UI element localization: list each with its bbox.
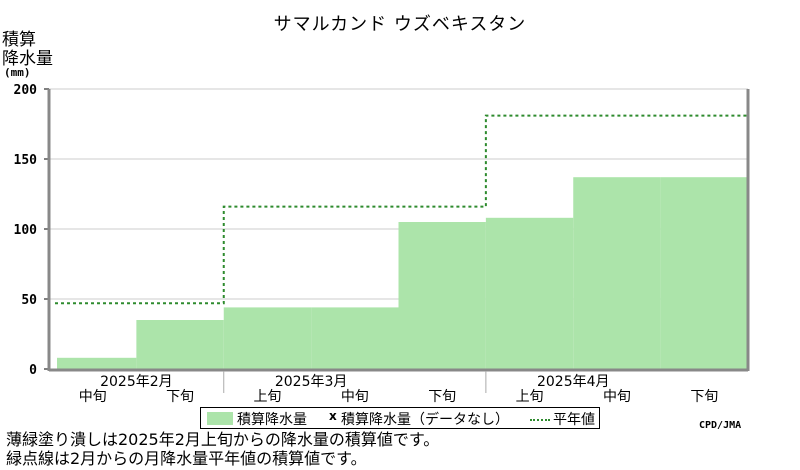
legend-missing-marker: x — [329, 409, 337, 423]
legend-bar-swatch — [207, 412, 233, 425]
y-tick-label: 150 — [14, 153, 38, 168]
y-axis-unit: (mm) — [4, 66, 31, 79]
bar — [136, 320, 224, 369]
credit-label: CPD/JMA — [699, 420, 742, 431]
y-axis-label-line1: 積算 — [2, 30, 36, 50]
legend-normal-label: 平年値 — [553, 412, 595, 428]
bar — [398, 222, 486, 369]
legend: 積算降水量 x 積算降水量（データなし） 平年値 — [200, 407, 600, 429]
bar — [57, 357, 137, 369]
bar — [485, 217, 574, 369]
y-tick-label: 50 — [21, 293, 37, 308]
x-tick-label: 上旬 — [253, 389, 281, 405]
y-axis-label-line2: 降水量 — [2, 49, 53, 69]
legend-normal-swatch — [530, 419, 550, 421]
axes — [44, 88, 750, 393]
normal-step-line — [55, 114, 748, 305]
x-tick-label: 中旬 — [79, 389, 107, 405]
chart-title: サマルカンド ウズベキスタン — [273, 14, 527, 35]
x-tick-label: 下旬 — [166, 389, 194, 405]
x-tick-label: 下旬 — [428, 389, 456, 405]
note-line-1: 薄緑塗り潰しは2025年2月上旬からの降水量の積算値です。 — [6, 430, 440, 449]
bar — [660, 177, 748, 369]
bar — [311, 307, 399, 369]
legend-missing-label: 積算降水量（データなし） — [341, 412, 509, 428]
note-line-2: 緑点線は2月からの月降水量平年値の積算値です。 — [6, 449, 367, 468]
month-label: 2025年2月 — [100, 374, 173, 390]
y-tick-labels: 0 50 100 150 200 — [14, 83, 38, 378]
bar-series — [57, 177, 748, 369]
x-tick-label: 中旬 — [603, 389, 631, 405]
y-tick-label: 100 — [14, 223, 38, 238]
month-label: 2025年3月 — [275, 374, 348, 390]
bar — [223, 307, 312, 369]
y-tick-label: 200 — [14, 83, 38, 98]
bar — [573, 177, 661, 369]
x-tick-label: 下旬 — [690, 389, 718, 405]
y-tick-label: 0 — [29, 363, 37, 378]
x-tick-label: 中旬 — [341, 389, 369, 405]
month-label: 2025年4月 — [537, 374, 610, 390]
legend-bar-label: 積算降水量 — [237, 412, 307, 428]
x-tick-label: 上旬 — [516, 389, 544, 405]
